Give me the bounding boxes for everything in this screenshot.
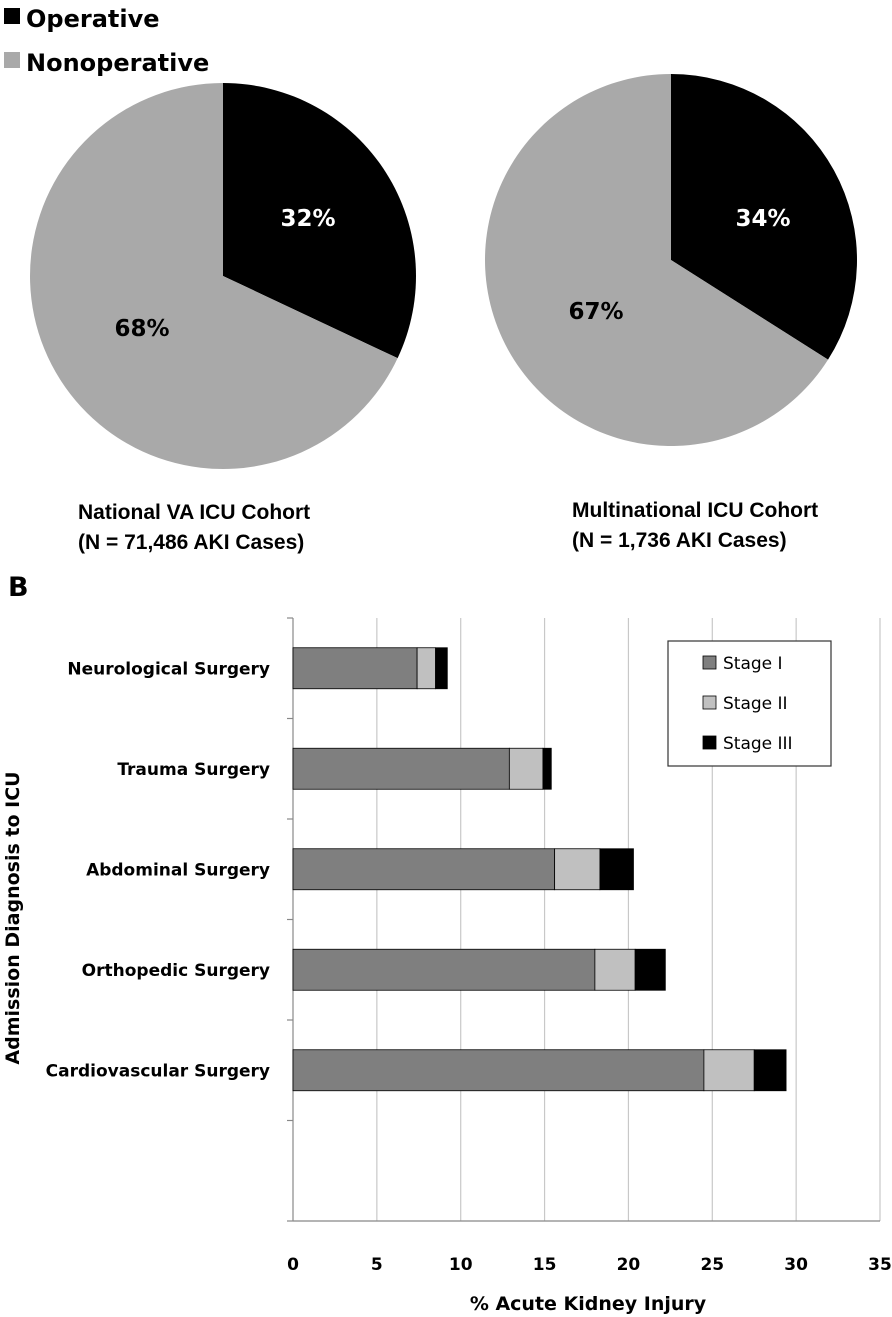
bar-segment-stage-iii: [542, 747, 552, 790]
legend-frame: [667, 640, 832, 767]
bar-segment-stage-ii: [508, 747, 544, 790]
pie-legend: Operative Nonoperative: [4, 5, 209, 77]
bar-segment-stage-i: [292, 747, 510, 790]
pie2-caption-line2: (N = 1,736 AKI Cases): [572, 529, 787, 552]
pie-slice-operative: [671, 74, 857, 360]
pie1-caption-line1: National VA ICU Cohort: [78, 501, 310, 524]
pie2-slice-label-nonoperative: 67%: [568, 299, 623, 325]
category-label: Trauma Surgery: [117, 760, 270, 780]
bar-y-axis-title: Admission Diagnosis to ICU: [2, 771, 24, 1064]
bar-legend: Stage I Stage II Stage III: [667, 640, 832, 767]
bar-segment-stage-iii: [435, 647, 448, 690]
x-tick-label: 30: [784, 1255, 808, 1275]
pie-slice-nonoperative: [30, 83, 398, 469]
x-tick-label: 25: [700, 1255, 724, 1275]
legend-label-stage-iii: Stage III: [723, 734, 793, 754]
category-label: Cardiovascular Surgery: [46, 1061, 270, 1081]
pie1-caption-line2: (N = 71,486 AKI Cases): [78, 531, 304, 554]
category-label: Neurological Surgery: [67, 659, 270, 679]
pie2-slice-label-operative: 34%: [735, 206, 790, 232]
legend-swatch-operative: [4, 8, 20, 24]
category-label: Abdominal Surgery: [86, 860, 270, 880]
legend-label-operative: Operative: [26, 5, 160, 33]
bar-segment-stage-iii: [753, 1049, 787, 1092]
x-tick-label: 10: [449, 1255, 473, 1275]
x-tick-label: 15: [533, 1255, 557, 1275]
pie2-caption-line1: Multinational ICU Cohort: [572, 499, 818, 522]
x-tick-label: 20: [617, 1255, 641, 1275]
pie-slice-operative: [223, 83, 416, 359]
panel-b-label: B: [8, 572, 29, 603]
x-tick-label: 5: [371, 1255, 383, 1275]
bar-segment-stage-ii: [594, 948, 636, 991]
bar-segment-stage-i: [292, 848, 556, 891]
stacked-bar-chart: 0 5 10 15 20 25 30 35 Neurological Surgery Trauma…: [46, 617, 892, 1275]
pie-slice-nonoperative: [484, 74, 829, 447]
bar-segment-stage-iii: [634, 948, 666, 991]
legend-label-stage-i: Stage I: [723, 654, 783, 674]
bar-segment-stage-ii: [416, 647, 436, 690]
x-tick-label: 35: [868, 1255, 892, 1275]
bar-segment-stage-ii: [554, 848, 601, 891]
legend-swatch-nonoperative: [4, 52, 20, 68]
legend-swatch-stage-i: [702, 655, 717, 670]
category-label: Orthopedic Surgery: [82, 961, 270, 981]
bar-segment-stage-iii: [599, 848, 634, 891]
legend-swatch-stage-iii: [702, 735, 717, 750]
pie1-slice-label-operative: 32%: [280, 206, 335, 232]
legend-label-nonoperative: Nonoperative: [26, 49, 209, 77]
pie-chart-multinational: [484, 74, 857, 447]
bar-segment-stage-ii: [703, 1049, 755, 1092]
bar-segment-stage-i: [292, 948, 596, 991]
pie1-slice-label-nonoperative: 68%: [114, 316, 169, 342]
bar-x-axis-title: % Acute Kidney Injury: [470, 1293, 707, 1315]
legend-swatch-stage-ii: [702, 695, 717, 710]
bar-segment-stage-i: [292, 647, 418, 690]
bar-segment-stage-i: [292, 1049, 705, 1092]
x-tick-label: 0: [287, 1255, 299, 1275]
pie-chart-national-va: [30, 83, 416, 469]
legend-label-stage-ii: Stage II: [723, 694, 788, 714]
